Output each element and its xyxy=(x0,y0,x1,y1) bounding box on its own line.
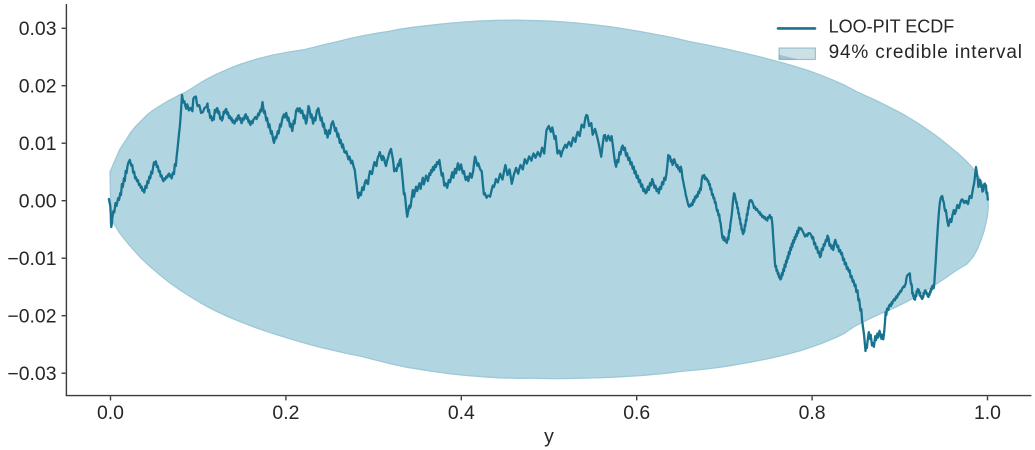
svg-text:0.2: 0.2 xyxy=(272,402,299,424)
svg-text:0.03: 0.03 xyxy=(19,18,57,40)
svg-text:94% credible interval: 94% credible interval xyxy=(829,42,1023,63)
svg-text:LOO-PIT ECDF: LOO-PIT ECDF xyxy=(829,16,955,36)
svg-text:0.00: 0.00 xyxy=(19,190,57,212)
svg-text:−0.03: −0.03 xyxy=(7,363,56,385)
svg-text:0.02: 0.02 xyxy=(19,75,57,97)
svg-text:0.8: 0.8 xyxy=(799,402,826,424)
svg-text:0.0: 0.0 xyxy=(97,402,124,424)
svg-text:0.01: 0.01 xyxy=(19,133,57,155)
svg-text:y: y xyxy=(544,425,554,447)
svg-text:1.0: 1.0 xyxy=(974,402,1001,424)
svg-text:−0.01: −0.01 xyxy=(7,248,56,270)
svg-text:0.4: 0.4 xyxy=(448,402,475,424)
svg-text:−0.02: −0.02 xyxy=(7,305,56,327)
svg-text:0.6: 0.6 xyxy=(623,402,650,424)
